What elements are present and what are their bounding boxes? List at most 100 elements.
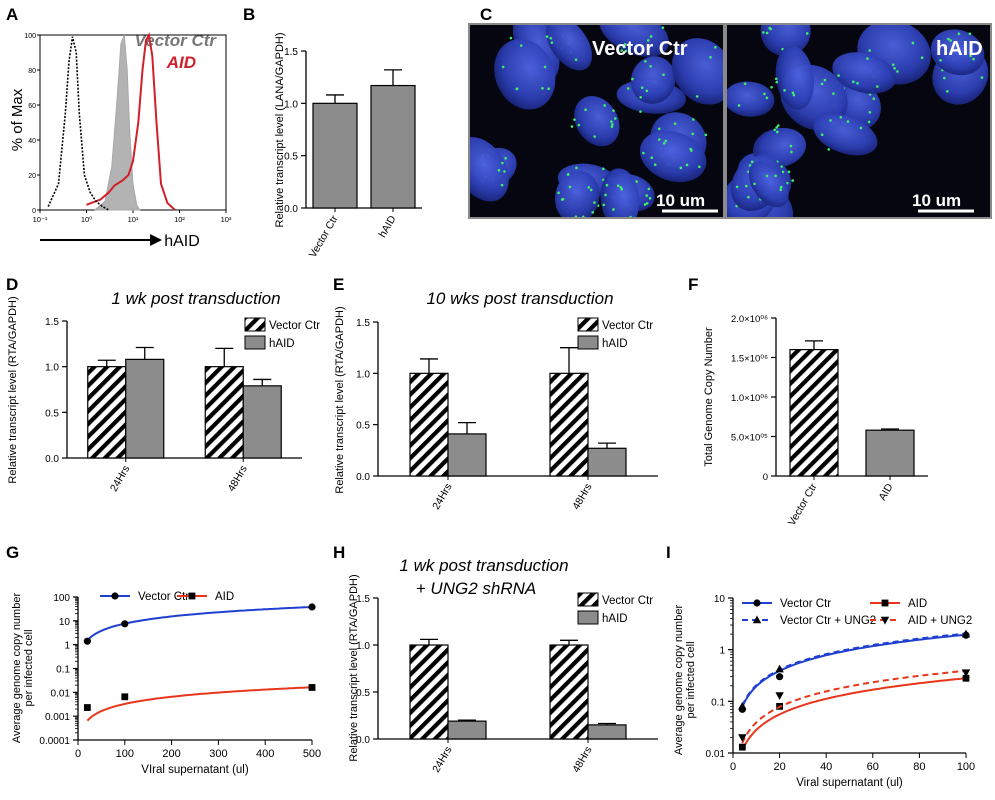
histogram-vector-ctr [94, 34, 141, 211]
data-point [775, 692, 784, 700]
y-tick-label: 40 [28, 138, 36, 145]
y-tick-label: 80 [28, 68, 36, 75]
x-tick-label: 300 [209, 748, 227, 760]
panel-g-y-axis: 0.0001 0.001 0.01 0.1 1 10 100 Average genome c… [11, 593, 79, 747]
panel-letter-f: F [688, 275, 698, 294]
legend-swatch [244, 335, 266, 350]
panel-g-ylabel: per infected cell [23, 629, 35, 706]
y-tick-label: 0.0 [356, 735, 370, 746]
bar-48hrs-haid [242, 385, 282, 459]
legend-label: Vector Ctr [269, 320, 320, 332]
legend-label: Vector Ctr + UNG2 [780, 615, 876, 627]
bar-24hrs-vector-ctr [87, 366, 127, 459]
panel-e-ylabel: Relative transcript level (RTA/GAPDH) [334, 306, 346, 493]
data-point [308, 603, 316, 611]
bar-vector-ctr [789, 349, 839, 477]
y-tick-label: 1.0 [45, 363, 59, 374]
y-tick-label: 0 [32, 208, 36, 215]
bar-48hrs-vector-ctr [549, 644, 589, 740]
legend-label: Vector Ctr [780, 598, 831, 610]
data-point [188, 592, 196, 600]
x-tick-label: 48Hrs [225, 464, 249, 494]
x-tick-label: 24Hrs [430, 482, 454, 512]
panel-b-ylabel: Relative transcript level (LANA/GAPDH) [274, 32, 286, 227]
bar-24hrs-haid [125, 358, 165, 459]
legend-swatch [577, 610, 599, 625]
y-tick-label: 1 [719, 646, 725, 657]
y-tick-label: 1.5×10⁰⁶ [731, 354, 768, 365]
micrograph-label-haid: hAID [936, 38, 983, 60]
y-tick-label: 0.1 [56, 665, 70, 676]
panel-a-legend-vector: Vector Ctr [134, 31, 217, 50]
legend-swatch [577, 335, 599, 350]
bar-48hrs-haid [587, 447, 627, 477]
data-point [738, 743, 746, 751]
panel-letter-i: I [666, 543, 671, 562]
x-tick-label: 10² [174, 215, 185, 224]
x-tick-label: Vector Ctr [307, 213, 341, 260]
y-tick-label: 10 [59, 617, 71, 628]
bar-24hrs-vector-ctr [409, 644, 449, 740]
y-tick-label: 0.0 [45, 454, 59, 465]
histogram-isotype-control [47, 36, 110, 211]
x-tick-label: 20 [773, 761, 785, 773]
panel-a-plot: 0 20 40 60 80 100 10⁻¹ 10⁰ 10¹ 10² 10³ [24, 31, 232, 224]
scalebar-right-label: 10 um [912, 191, 961, 210]
data-point [83, 704, 91, 711]
y-tick-label: 0.01 [51, 688, 71, 699]
micrograph-label-vector: Vector Ctr [592, 38, 688, 60]
data-point [753, 599, 761, 607]
panel-letter-d: D [6, 275, 18, 294]
panel-h-title-line1: 1 wk post transduction [399, 556, 568, 575]
data-point [121, 693, 129, 701]
data-point [111, 592, 119, 600]
fit-line [741, 677, 967, 751]
x-tick-label: hAID [377, 213, 399, 240]
legend-label: AID [908, 598, 927, 610]
bar-48hrs-vector-ctr [549, 372, 589, 477]
x-tick-label: 0 [75, 748, 81, 760]
data-point [738, 701, 747, 710]
data-point [121, 620, 129, 628]
x-tick-label: 100 [957, 761, 975, 773]
data-point [961, 629, 971, 638]
x-tick-label: AID [876, 481, 895, 503]
panel-g-legend: Vector Ctr AID [100, 591, 234, 603]
panel-i-ylabel: Average genome copy number [673, 605, 685, 756]
data-point [881, 599, 889, 607]
y-tick-label: 1.0 [284, 99, 298, 110]
x-tick-label: 80 [913, 761, 925, 773]
y-tick-label: 1.0 [356, 369, 370, 380]
legend-swatch [577, 317, 599, 332]
x-tick-label: 10³ [221, 215, 232, 224]
panel-a-xlabel: hAID [164, 233, 200, 250]
fit-line [741, 669, 967, 744]
legend-swatch [244, 317, 266, 332]
panel-a-ylabel: % of Max [9, 88, 26, 151]
data-point [776, 673, 784, 681]
bar-aid [865, 429, 915, 477]
panel-letter-b: B [243, 5, 255, 24]
panel-f-bar-chart: Vector Ctr AID [776, 340, 928, 528]
panel-c-microscopy: Vector Ctr hAID 10 um 10 um [468, 23, 992, 219]
y-tick-label: 20 [28, 173, 36, 180]
fit-line [741, 633, 967, 708]
bar-48hrs-vector-ctr [204, 366, 244, 459]
panel-letter-c: C [480, 5, 492, 24]
panel-e-y-axis: 0.0 0.5 1.0 1.5 Relative transcript level (R… [334, 306, 379, 494]
x-tick-label: 24Hrs [108, 464, 132, 494]
x-tick-label: 200 [162, 748, 180, 760]
y-tick-label: 0.001 [45, 712, 70, 723]
y-tick-label: 0.5 [356, 688, 370, 699]
panel-g-xlabel: VIral supernatant (ul) [141, 764, 249, 776]
x-tick-label: 100 [116, 748, 134, 760]
y-tick-label: 1.5 [356, 318, 370, 329]
panel-e-title: 10 wks post transduction [426, 289, 613, 308]
data-point [752, 615, 762, 624]
panel-d-ylabel: Relative transcript level (RTA/GAPDH) [7, 296, 19, 483]
panel-i-scatter: 0 20 40 60 80 100 Viral supernatant (ul) [730, 599, 975, 789]
y-tick-label: 0.5 [284, 152, 298, 163]
bar-24hrs-haid [447, 433, 487, 477]
y-tick-label: 0.0001 [39, 736, 70, 747]
bar-24hrs-vector-ctr [409, 372, 449, 477]
